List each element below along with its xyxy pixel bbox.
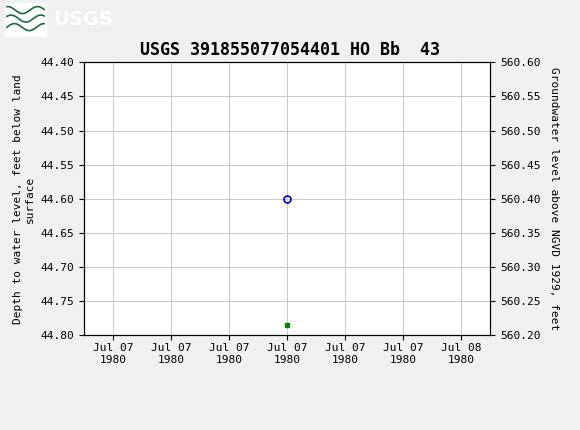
Y-axis label: Depth to water level, feet below land
surface: Depth to water level, feet below land su… — [13, 74, 35, 324]
Text: USGS 391855077054401 HO Bb  43: USGS 391855077054401 HO Bb 43 — [140, 41, 440, 59]
Y-axis label: Groundwater level above NGVD 1929, feet: Groundwater level above NGVD 1929, feet — [549, 67, 559, 331]
Text: USGS: USGS — [53, 10, 113, 29]
Bar — [5, 3, 46, 36]
